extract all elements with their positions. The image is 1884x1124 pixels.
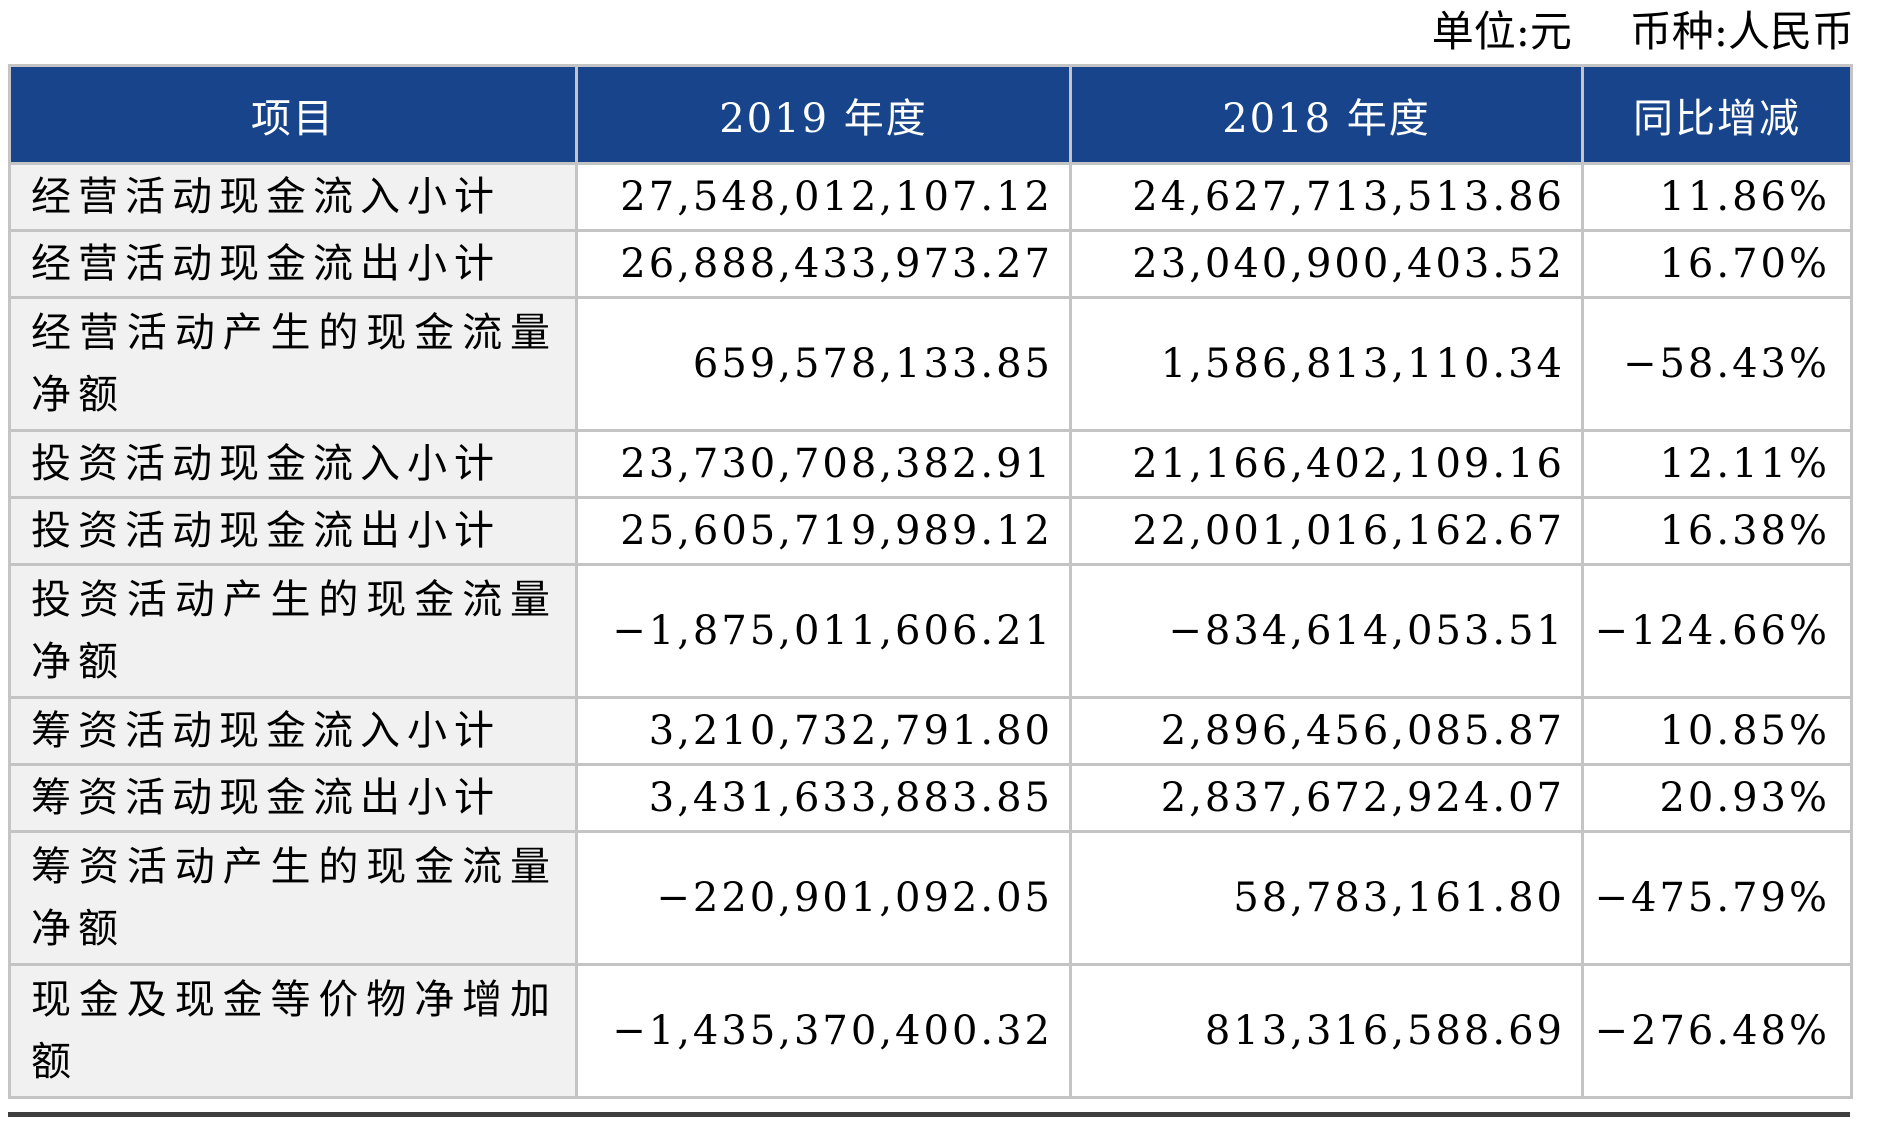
value-2018: 22,001,016,162.67 [1069,496,1584,566]
header-row: 项目 2019 年度 2018 年度 同比增减 [8,64,1853,165]
table-row: 筹资活动产生的现金流量净额 −220,901,092.05 58,783,161… [8,830,1853,966]
value-2018: 21,166,402,109.16 [1069,429,1584,499]
value-change: −276.48% [1581,963,1853,1099]
value-2018: 58,783,161.80 [1069,830,1584,966]
value-change: 11.86% [1581,162,1853,232]
value-change: 10.85% [1581,696,1853,766]
table-row: 投资活动产生的现金流量净额 −1,875,011,606.21 −834,614… [8,563,1853,699]
row-item-label: 筹资活动现金流出小计 [8,763,578,833]
value-2019: 659,578,133.85 [575,296,1072,432]
row-item-label: 投资活动产生的现金流量净额 [8,563,578,699]
value-change: 20.93% [1581,763,1853,833]
unit-currency-line: 单位:元 币种:人民币 [0,6,1854,58]
cash-flow-table: 项目 2019 年度 2018 年度 同比增减 经营活动现金流入小计 27,54… [8,64,1853,1099]
row-item-label: 筹资活动产生的现金流量净额 [8,830,578,966]
value-2019: −220,901,092.05 [575,830,1072,966]
value-2019: −1,435,370,400.32 [575,963,1072,1099]
value-change: −475.79% [1581,830,1853,966]
value-2018: 1,586,813,110.34 [1069,296,1584,432]
row-item-label: 投资活动现金流出小计 [8,496,578,566]
table-row: 经营活动现金流出小计 26,888,433,973.27 23,040,900,… [8,229,1853,299]
table-row: 筹资活动现金流入小计 3,210,732,791.80 2,896,456,08… [8,696,1853,766]
bottom-rule [8,1112,1850,1117]
value-2018: −834,614,053.51 [1069,563,1584,699]
table-row: 经营活动产生的现金流量净额 659,578,133.85 1,586,813,1… [8,296,1853,432]
table-row: 投资活动现金流入小计 23,730,708,382.91 21,166,402,… [8,429,1853,499]
table-row: 投资活动现金流出小计 25,605,719,989.12 22,001,016,… [8,496,1853,566]
value-change: −124.66% [1581,563,1853,699]
table-row: 现金及现金等价物净增加额 −1,435,370,400.32 813,316,5… [8,963,1853,1099]
col-header-change: 同比增减 [1581,64,1853,165]
value-2019: 27,548,012,107.12 [575,162,1072,232]
table-row: 筹资活动现金流出小计 3,431,633,883.85 2,837,672,92… [8,763,1853,833]
col-header-2019: 2019 年度 [575,64,1072,165]
row-item-label: 筹资活动现金流入小计 [8,696,578,766]
value-2018: 813,316,588.69 [1069,963,1584,1099]
row-item-label: 投资活动现金流入小计 [8,429,578,499]
value-2019: 3,431,633,883.85 [575,763,1072,833]
value-2019: 26,888,433,973.27 [575,229,1072,299]
value-change: 12.11% [1581,429,1853,499]
row-item-label: 经营活动产生的现金流量净额 [8,296,578,432]
col-header-2018: 2018 年度 [1069,64,1584,165]
value-2019: 25,605,719,989.12 [575,496,1072,566]
value-2019: −1,875,011,606.21 [575,563,1072,699]
value-change: −58.43% [1581,296,1853,432]
value-2018: 2,837,672,924.07 [1069,763,1584,833]
unit-label: 单位:元 [1431,7,1572,56]
value-2019: 23,730,708,382.91 [575,429,1072,499]
value-change: 16.38% [1581,496,1853,566]
value-2018: 24,627,713,513.86 [1069,162,1584,232]
row-item-label: 经营活动现金流入小计 [8,162,578,232]
row-item-label: 经营活动现金流出小计 [8,229,578,299]
value-change: 16.70% [1581,229,1853,299]
col-header-item: 项目 [8,64,578,165]
table-row: 经营活动现金流入小计 27,548,012,107.12 24,627,713,… [8,162,1853,232]
row-item-label: 现金及现金等价物净增加额 [8,963,578,1099]
value-2018: 23,040,900,403.52 [1069,229,1584,299]
value-2018: 2,896,456,085.87 [1069,696,1584,766]
value-2019: 3,210,732,791.80 [575,696,1072,766]
currency-label: 币种:人民币 [1629,7,1854,56]
